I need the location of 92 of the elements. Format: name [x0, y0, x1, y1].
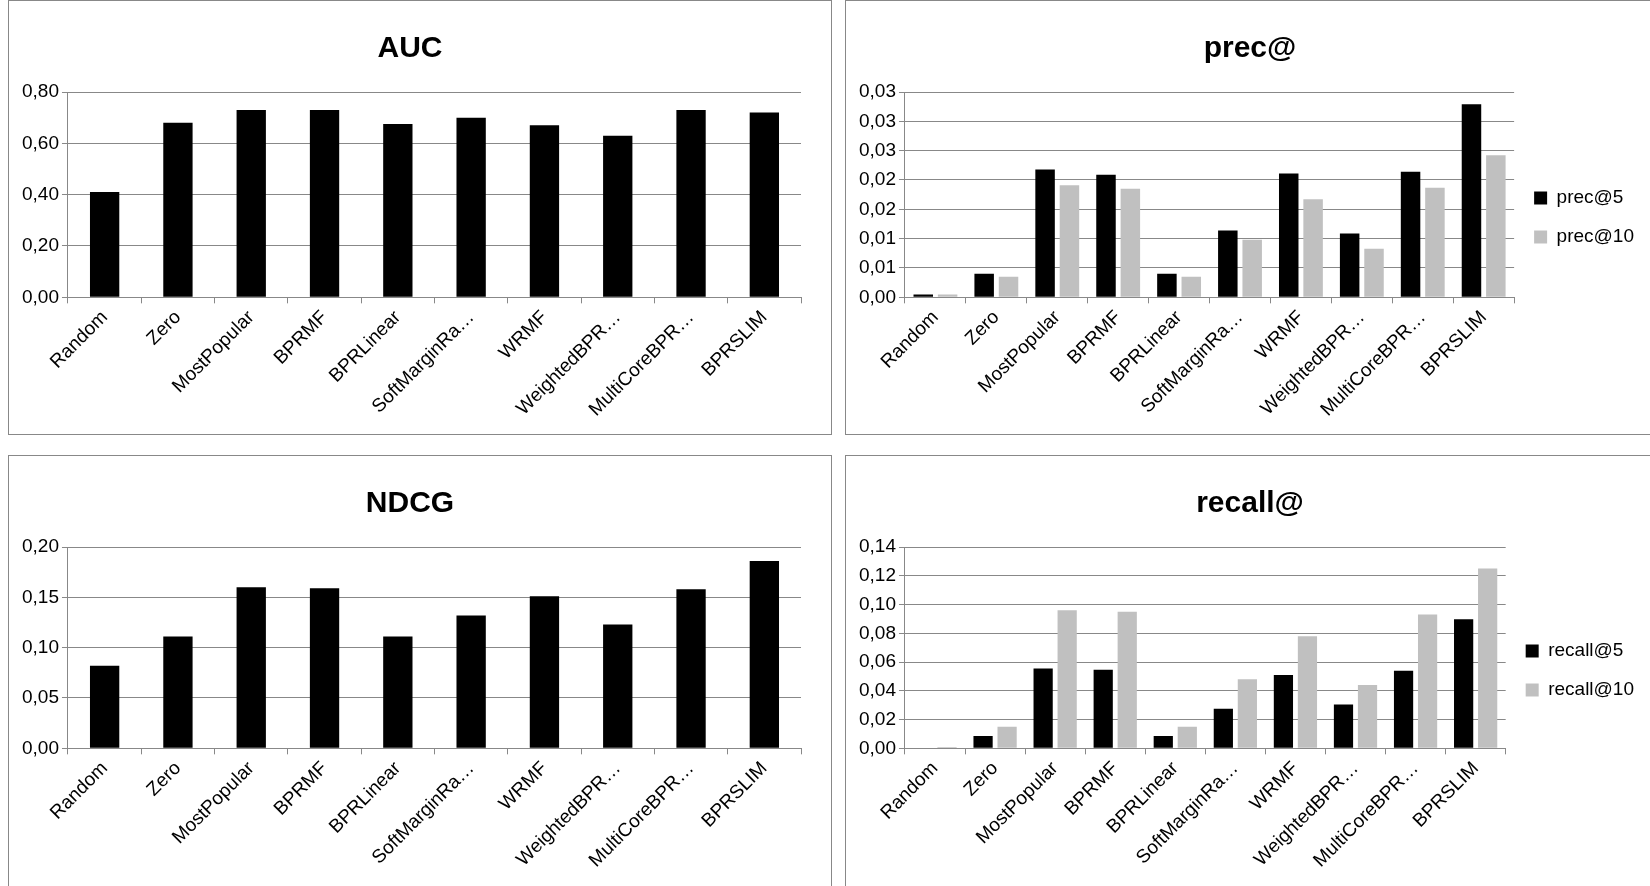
y-tick-label: 0,12: [859, 564, 896, 585]
legend-label: prec@10: [1556, 225, 1635, 247]
bar: [236, 587, 266, 748]
bar: [1035, 169, 1055, 297]
bar: [1273, 674, 1294, 748]
y-tick-label: 0,00: [859, 285, 896, 307]
bar: [676, 589, 706, 748]
y-tick-label: 0,80: [22, 80, 59, 102]
bar: [236, 109, 266, 297]
bar: [1303, 199, 1323, 297]
y-tick-label: 0,06: [859, 650, 896, 672]
bar: [1059, 185, 1080, 297]
legend-label: recall@10: [1548, 678, 1634, 700]
chart-title: recall@: [1196, 485, 1304, 519]
bar: [1297, 636, 1318, 748]
y-tick-label: 0,60: [22, 131, 59, 153]
bar: [676, 109, 706, 297]
bar: [529, 125, 560, 297]
bar: [1393, 670, 1414, 748]
bar: [163, 122, 193, 297]
bar: [456, 615, 486, 748]
y-tick-label: 0,00: [22, 285, 59, 307]
bar: [1157, 273, 1177, 297]
bar: [913, 294, 933, 297]
bar: [163, 636, 193, 748]
bar: [309, 109, 340, 297]
bar: [89, 665, 120, 748]
bar: [1237, 679, 1257, 748]
y-tick-label: 0,03: [859, 138, 896, 160]
y-tick-label: 0,10: [22, 635, 59, 657]
bar: [1364, 248, 1384, 297]
y-tick-label: 0,00: [22, 736, 59, 758]
bar: [1333, 704, 1354, 748]
bar: [456, 117, 486, 297]
chart-title: NDCG: [365, 485, 455, 519]
bar: [1400, 171, 1421, 297]
bar: [1096, 174, 1116, 297]
bar: [1339, 233, 1360, 297]
bar: [937, 294, 958, 297]
bar: [1454, 619, 1474, 748]
y-tick-label: 0,01: [859, 256, 896, 278]
bar: [997, 726, 1017, 748]
bar: [1242, 239, 1262, 297]
bar: [1120, 188, 1141, 297]
bar: [974, 273, 994, 297]
bar: [1213, 708, 1233, 748]
y-tick-label: 0,04: [859, 679, 897, 701]
bar: [1057, 610, 1077, 748]
y-tick-label: 0,03: [859, 109, 896, 131]
bar: [1117, 611, 1137, 748]
bar: [1181, 276, 1202, 297]
y-tick-label: 0,08: [859, 621, 896, 643]
bar: [998, 276, 1019, 297]
y-tick-label: 0,15: [22, 585, 59, 607]
bar: [309, 588, 340, 748]
bar: [1093, 669, 1113, 748]
bar: [1357, 685, 1378, 748]
y-tick-label: 0,02: [859, 168, 896, 190]
bar: [1033, 668, 1053, 748]
bar: [383, 636, 413, 748]
y-tick-label: 0,20: [22, 234, 59, 256]
bar: [1486, 155, 1506, 297]
y-tick-label: 0,02: [859, 707, 896, 729]
legend-label: recall@5: [1548, 639, 1624, 661]
chart-title: AUC: [377, 30, 443, 64]
bar: [1218, 230, 1238, 297]
y-tick-label: 0,20: [22, 535, 59, 557]
bar: [749, 112, 780, 297]
bar: [973, 735, 993, 748]
bar: [603, 135, 633, 297]
bar: [1461, 104, 1482, 297]
bar: [529, 596, 560, 748]
legend-label: prec@5: [1556, 186, 1624, 208]
y-tick-label: 0,40: [22, 182, 59, 204]
y-tick-label: 0,05: [22, 686, 59, 708]
y-tick-label: 0,10: [859, 592, 896, 614]
y-tick-label: 0,02: [859, 197, 896, 219]
y-tick-label: 0,14: [859, 535, 897, 557]
y-tick-label: 0,01: [859, 226, 896, 248]
bar: [1417, 614, 1438, 748]
bar: [1478, 568, 1498, 748]
bar: [749, 561, 780, 748]
bar: [1177, 726, 1197, 748]
y-tick-label: 0,00: [859, 736, 896, 758]
bar: [1425, 187, 1445, 297]
y-tick-label: 0,03: [859, 80, 896, 102]
bar: [603, 624, 633, 748]
bar: [1278, 173, 1299, 297]
bar: [89, 192, 120, 297]
chart-title: prec@: [1203, 30, 1297, 64]
bar: [1153, 735, 1173, 748]
bar: [383, 124, 413, 297]
